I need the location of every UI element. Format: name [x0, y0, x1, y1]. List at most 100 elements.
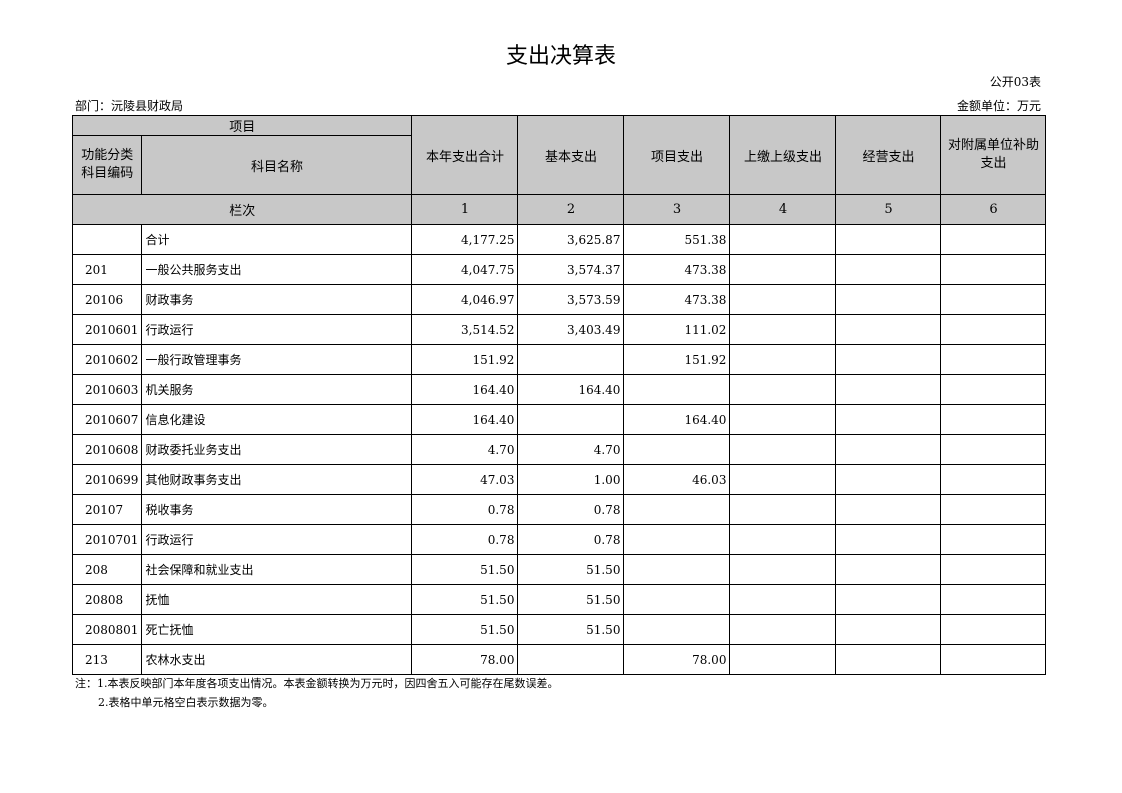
row-value: 78.00	[623, 644, 731, 675]
row-value	[835, 374, 942, 405]
row-value: 473.38	[623, 254, 731, 285]
row-value: 0.78	[517, 494, 625, 525]
row-code: 2010699	[71, 464, 143, 495]
row-code: 20808	[71, 584, 143, 615]
header-col: 经营支出	[835, 115, 942, 195]
row-value	[729, 554, 837, 585]
row-value	[835, 404, 942, 435]
row-value	[729, 344, 837, 375]
row-name: 死亡抚恤	[141, 614, 413, 645]
row-value: 78.00	[411, 644, 519, 675]
row-value	[835, 434, 942, 465]
table-row: 213 农林水支出 78.00 78.00	[71, 644, 1047, 675]
row-value	[623, 584, 731, 615]
row-code: 2010603	[71, 374, 143, 405]
row-value	[835, 524, 942, 555]
row-value	[729, 284, 837, 315]
notes: 注：1.本表反映部门本年度各项支出情况。本表金额转换为万元时，因四舍五入可能存在…	[75, 674, 559, 712]
row-value	[835, 284, 942, 315]
header-project: 项目	[71, 115, 413, 136]
table-code: 公开03表	[989, 75, 1041, 89]
row-value	[835, 254, 942, 285]
row-value: 473.38	[623, 284, 731, 315]
row-value: 164.40	[517, 374, 625, 405]
row-code: 2010601	[71, 314, 143, 345]
row-value: 3,625.87	[517, 224, 625, 255]
row-code: 208	[71, 554, 143, 585]
row-value	[729, 404, 837, 435]
row-value	[940, 404, 1047, 435]
row-value: 4,046.97	[411, 284, 519, 315]
row-name: 抚恤	[141, 584, 413, 615]
row-value: 3,403.49	[517, 314, 625, 345]
table-row: 20808 抚恤 51.50 51.50	[71, 584, 1047, 615]
header-name: 科目名称	[141, 135, 413, 195]
row-value: 4.70	[517, 434, 625, 465]
row-value	[729, 254, 837, 285]
row-value: 151.92	[411, 344, 519, 375]
row-value	[940, 644, 1047, 675]
row-value	[940, 374, 1047, 405]
row-value: 51.50	[517, 584, 625, 615]
row-value: 4,177.25	[411, 224, 519, 255]
row-value	[940, 254, 1047, 285]
row-value	[729, 584, 837, 615]
row-code: 20106	[71, 284, 143, 315]
row-value	[940, 344, 1047, 375]
table-row: 2010607 信息化建设 164.40 164.40	[71, 404, 1047, 435]
row-name: 行政运行	[141, 524, 413, 555]
row-code: 2080801	[71, 614, 143, 645]
table-row: 2010601 行政运行 3,514.52 3,403.49 111.02	[71, 314, 1047, 345]
row-value: 164.40	[411, 404, 519, 435]
row-value: 0.78	[517, 524, 625, 555]
column-number: 5	[835, 194, 942, 225]
row-value	[940, 614, 1047, 645]
amount-unit: 金额单位：万元	[956, 99, 1041, 113]
table-row: 2010608 财政委托业务支出 4.70 4.70	[71, 434, 1047, 465]
table-row: 20107 税收事务 0.78 0.78	[71, 494, 1047, 525]
row-value	[940, 584, 1047, 615]
header-col: 项目支出	[623, 115, 731, 195]
column-number: 1	[411, 194, 519, 225]
row-value: 3,574.37	[517, 254, 625, 285]
row-code: 2010608	[71, 434, 143, 465]
table-row: 2010701 行政运行 0.78 0.78	[71, 524, 1047, 555]
row-value: 4.70	[411, 434, 519, 465]
row-value	[835, 584, 942, 615]
row-code: 20107	[71, 494, 143, 525]
row-name: 税收事务	[141, 494, 413, 525]
row-value	[835, 314, 942, 345]
row-value	[835, 644, 942, 675]
row-value: 0.78	[411, 494, 519, 525]
header-code: 功能分类科目编码	[71, 135, 143, 195]
row-name: 机关服务	[141, 374, 413, 405]
row-name: 财政事务	[141, 284, 413, 315]
row-value: 1.00	[517, 464, 625, 495]
row-value	[940, 524, 1047, 555]
row-value: 164.40	[411, 374, 519, 405]
row-value	[940, 554, 1047, 585]
row-code	[71, 224, 143, 255]
row-value	[835, 614, 942, 645]
row-name: 信息化建设	[141, 404, 413, 435]
row-value	[835, 554, 942, 585]
row-value	[729, 434, 837, 465]
table-row: 2010602 一般行政管理事务 151.92 151.92	[71, 344, 1047, 375]
row-value	[835, 494, 942, 525]
row-value	[623, 374, 731, 405]
row-value: 4,047.75	[411, 254, 519, 285]
row-value: 47.03	[411, 464, 519, 495]
row-value	[517, 344, 625, 375]
table-row: 2080801 死亡抚恤 51.50 51.50	[71, 614, 1047, 645]
header-col: 基本支出	[517, 115, 625, 195]
row-value	[729, 524, 837, 555]
header-column-index: 栏次	[71, 194, 413, 225]
row-value	[729, 374, 837, 405]
table-row: 208 社会保障和就业支出 51.50 51.50	[71, 554, 1047, 585]
header-col: 本年支出合计	[411, 115, 519, 195]
column-number: 3	[623, 194, 731, 225]
row-value	[729, 644, 837, 675]
row-value	[623, 554, 731, 585]
row-value: 164.40	[623, 404, 731, 435]
row-value	[835, 224, 942, 255]
